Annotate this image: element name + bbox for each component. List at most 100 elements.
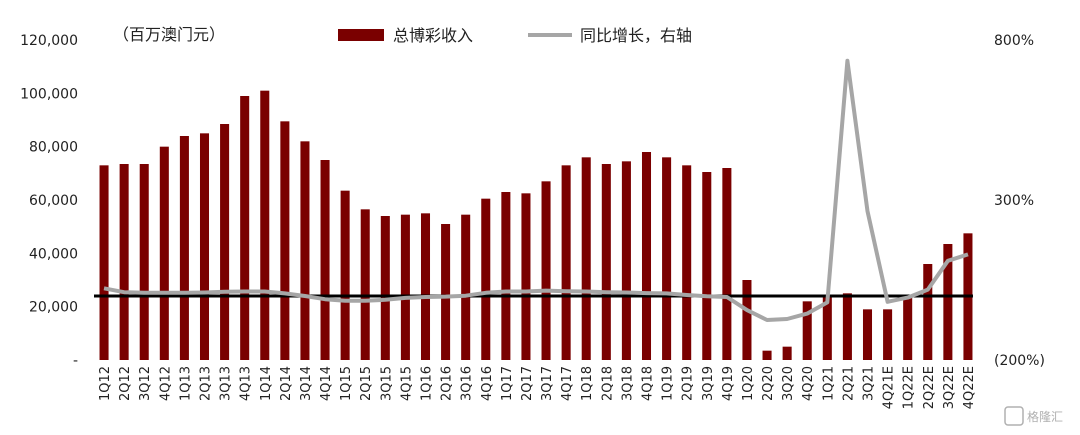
x-tick-label: 4Q14 — [319, 366, 334, 401]
bar — [240, 96, 250, 360]
bar — [300, 141, 310, 360]
x-tick-label: 1Q20 — [741, 366, 756, 401]
bar — [802, 301, 812, 360]
x-tick-label: 3Q21 — [862, 366, 877, 401]
x-tick-label: 2Q19 — [681, 366, 696, 401]
bar — [461, 214, 471, 360]
bar — [481, 198, 491, 360]
x-tick-label: 4Q20 — [801, 366, 816, 401]
bar — [742, 280, 752, 360]
x-tick-label: 4Q16 — [480, 366, 495, 401]
bar — [722, 168, 732, 360]
bar — [762, 350, 772, 360]
x-tick-label: 3Q17 — [540, 366, 555, 401]
bar — [621, 161, 631, 360]
x-tick-label: 3Q12 — [138, 366, 153, 401]
left-tick-label: 100,000 — [20, 86, 78, 102]
x-tick-label: 3Q20 — [781, 366, 796, 401]
left-tick-label: 20,000 — [29, 300, 78, 316]
bar — [159, 146, 169, 360]
x-tick-label: 1Q13 — [178, 366, 193, 401]
bar — [601, 164, 611, 360]
x-tick-label: 2Q22E — [922, 366, 937, 409]
bar — [782, 346, 792, 360]
bar — [702, 172, 712, 360]
x-tick-label: 2Q13 — [199, 366, 214, 401]
right-tick-label: (200%) — [994, 353, 1045, 369]
x-tick-label: 1Q21 — [821, 366, 836, 401]
bar — [903, 294, 913, 360]
bar — [340, 190, 350, 360]
right-tick-label: 800% — [994, 33, 1034, 49]
x-tick-label: 3Q14 — [299, 366, 314, 401]
bar — [400, 214, 410, 360]
bar — [822, 294, 832, 360]
x-tick-label: 2Q21 — [841, 366, 856, 401]
bar — [943, 244, 953, 360]
bar — [139, 164, 149, 360]
x-tick-label: 4Q22E — [962, 366, 977, 409]
x-tick-label: 2Q12 — [118, 366, 133, 401]
bar — [541, 181, 551, 360]
x-tick-label: 3Q16 — [460, 366, 475, 401]
x-tick-label: 2Q18 — [600, 366, 615, 401]
unit-label: （百万澳门元） — [113, 25, 225, 44]
growth-line — [103, 58, 969, 322]
x-tick-label: 1Q14 — [259, 366, 274, 401]
x-tick-label: 2Q15 — [359, 366, 374, 401]
bar-series — [99, 90, 973, 361]
x-tick-label: 1Q12 — [98, 366, 113, 401]
x-tick-label: 3Q18 — [620, 366, 635, 401]
left-tick-label: 40,000 — [29, 246, 78, 262]
x-tick-label: 3Q13 — [219, 366, 234, 401]
bar — [662, 157, 672, 360]
bar — [380, 216, 390, 360]
x-tick-label: 1Q17 — [500, 366, 515, 401]
bar — [119, 164, 129, 360]
x-tick-label: 2Q16 — [440, 366, 455, 401]
x-tick-label: 4Q18 — [641, 366, 656, 401]
x-tick-label: 1Q15 — [339, 366, 354, 401]
bar — [260, 90, 270, 361]
left-tick-label: 80,000 — [29, 140, 78, 156]
bar — [641, 152, 652, 360]
x-tick-label: 4Q19 — [721, 366, 736, 401]
bar — [220, 124, 230, 360]
bar — [862, 309, 873, 360]
left-axis: - 20,000 40,000 60,000 80,000 100,000 120,000 — [20, 33, 78, 369]
x-tick-label: 1Q16 — [420, 366, 435, 401]
x-tick-label: 4Q21E — [882, 366, 897, 409]
x-tick-label: 3Q19 — [701, 366, 716, 401]
x-tick-label: 3Q22E — [942, 366, 957, 409]
right-tick-label: 300% — [994, 193, 1034, 209]
legend-line-label: 同比增长，右轴 — [580, 26, 692, 45]
bar — [199, 133, 210, 360]
bar — [581, 157, 591, 360]
bar — [561, 165, 571, 360]
bar — [682, 165, 692, 360]
bar — [521, 193, 531, 360]
bar — [179, 136, 189, 360]
bar — [842, 293, 852, 360]
bar — [360, 209, 370, 360]
x-tick-label: 2Q17 — [520, 366, 535, 401]
x-tick-label: 1Q18 — [580, 366, 595, 401]
bar — [280, 121, 290, 360]
x-tick-label: 1Q19 — [661, 366, 676, 401]
x-tick-label: 1Q22E — [902, 366, 917, 409]
x-axis: 1Q12 2Q12 3Q12 4Q12 1Q13 2Q13 3Q13 4Q13 1Q14 2Q14… — [98, 366, 977, 409]
bar — [420, 213, 431, 360]
x-tick-label: 4Q17 — [560, 366, 575, 401]
watermark: 格隆汇 — [1004, 406, 1063, 426]
legend-bar-label: 总博彩收入 — [393, 26, 473, 45]
bar — [883, 309, 893, 360]
bar — [923, 264, 933, 360]
bar — [320, 160, 330, 360]
watermark-logo-icon — [1004, 406, 1024, 426]
left-tick-label: 120,000 — [20, 33, 78, 49]
x-tick-label: 4Q12 — [158, 366, 173, 401]
bar — [441, 224, 451, 360]
x-tick-label: 4Q13 — [239, 366, 254, 401]
watermark-text: 格隆汇 — [1027, 409, 1063, 424]
